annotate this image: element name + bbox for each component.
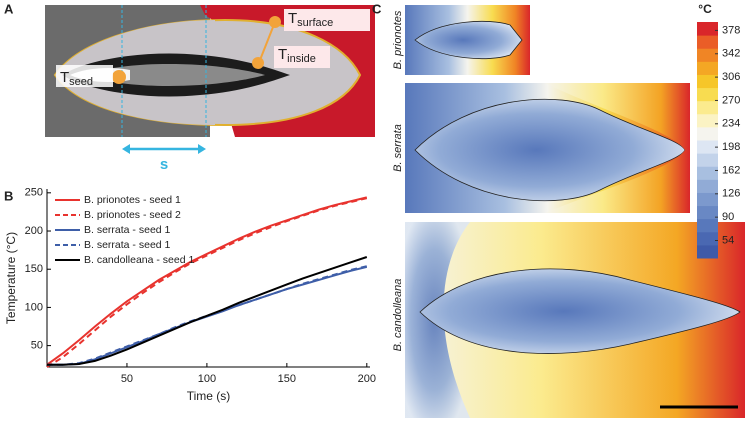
- colorbar-tick-label: 162: [722, 164, 740, 176]
- colorbar-tick-label: 306: [722, 71, 740, 83]
- panel-label: B: [4, 188, 13, 203]
- colorbar-band: [697, 205, 718, 220]
- series-line: [47, 265, 368, 366]
- colorbar-band: [697, 166, 718, 180]
- colorbar-band: [697, 126, 718, 141]
- colorbar-band: [697, 244, 718, 259]
- t-seed: Tseed: [60, 69, 93, 88]
- heatmaps: [405, 5, 745, 418]
- colorbar-band: [697, 74, 718, 89]
- y-tick-label: 50: [31, 340, 43, 352]
- colorbar-band: [697, 61, 718, 75]
- colorbar-band: [697, 179, 718, 193]
- colorbar-tick-label: 126: [722, 188, 740, 200]
- colorbar-tick-label: 54: [722, 234, 734, 246]
- colorbar-band: [697, 87, 718, 102]
- colorbar-unit: °C: [698, 2, 712, 16]
- colorbar-band: [697, 113, 718, 128]
- colorbar-tick-label: 378: [722, 24, 740, 36]
- colorbar-band: [697, 218, 718, 233]
- colorbar-band: [697, 140, 718, 154]
- series-line: [46, 196, 368, 366]
- row-label: B. prionotes: [392, 10, 404, 69]
- x-tick-label: 150: [278, 373, 296, 385]
- x-axis-label: Time (s): [187, 389, 231, 403]
- colorbar-tick-label: 270: [722, 94, 740, 106]
- y-tick-label: 150: [25, 263, 43, 275]
- colorbar-band: [697, 35, 718, 49]
- legend-label: B. prionotes - seed 2: [84, 209, 181, 221]
- y-tick-label: 250: [25, 187, 43, 199]
- colorbar-tick-label: 90: [722, 211, 734, 223]
- series-line: [46, 197, 368, 368]
- legend-label: B. candolleana - seed 1: [84, 254, 194, 266]
- series-line: [47, 256, 368, 366]
- y-tick-label: 100: [25, 301, 43, 313]
- colorbar-band: [697, 192, 718, 207]
- colorbar-band: [697, 100, 718, 115]
- panel-label: C: [372, 1, 382, 16]
- y-tick-label: 200: [25, 225, 43, 237]
- t-surface: Tsurface: [288, 10, 333, 29]
- x-tick-label: 100: [198, 373, 216, 385]
- colorbar-tick-label: 234: [722, 118, 740, 130]
- legend-label: B. prionotes - seed 1: [84, 194, 181, 206]
- diagram-a: [45, 5, 375, 154]
- colorbar-tick-label: 198: [722, 141, 740, 153]
- colorbar-band: [697, 231, 718, 246]
- legend-label: B. serrata - seed 1: [84, 224, 171, 236]
- colorbar-band: [697, 22, 718, 36]
- panel-label: A: [4, 1, 14, 16]
- t-inside: Tinside: [278, 46, 316, 65]
- row-label: B. candolleana: [392, 279, 404, 352]
- colorbar-band: [697, 48, 718, 62]
- x-tick-label: 200: [358, 373, 376, 385]
- x-tick-label: 50: [121, 373, 133, 385]
- distance-label: s: [160, 156, 168, 173]
- colorbar-band: [697, 153, 718, 167]
- legend-label: B. serrata - seed 1: [84, 239, 171, 251]
- row-label: B. serrata: [392, 124, 404, 172]
- colorbar-tick-label: 342: [722, 48, 740, 60]
- y-axis-label: Temperature (°C): [4, 232, 18, 324]
